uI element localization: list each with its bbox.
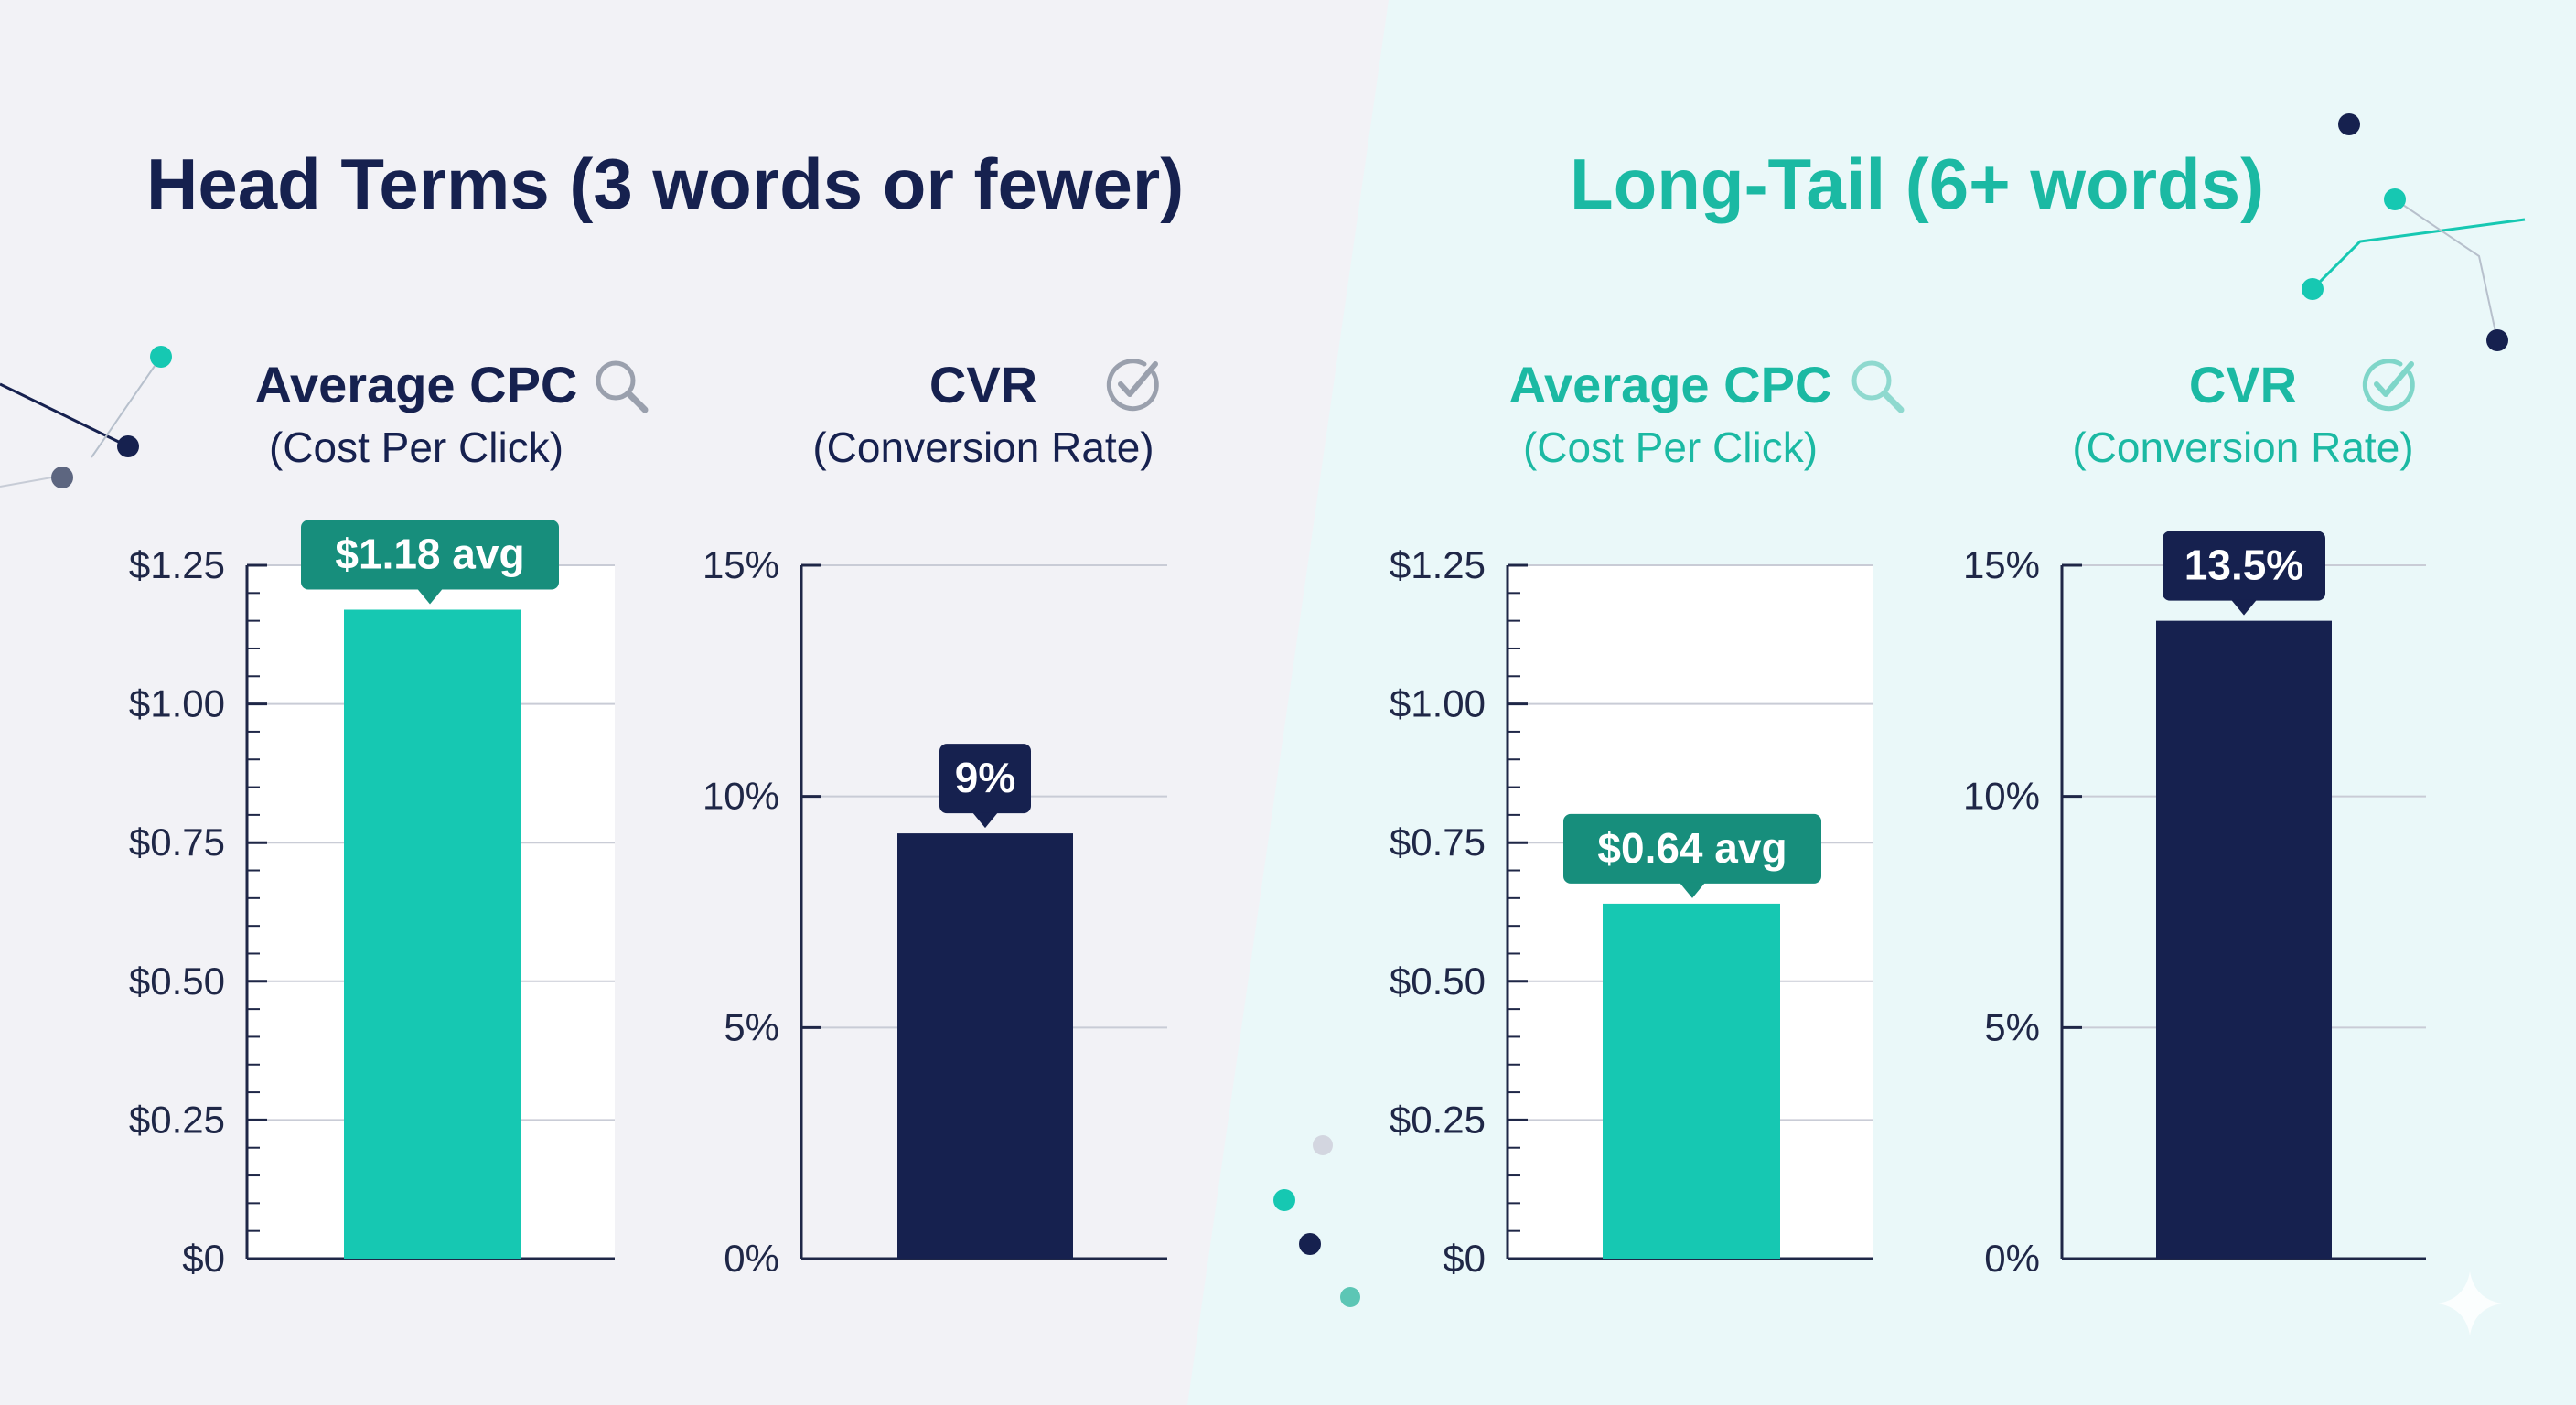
panel-title-head-terms: Head Terms (3 words or fewer): [146, 144, 1184, 224]
data-label-pointer: [1680, 882, 1705, 898]
y-tick-label: 10%: [1963, 775, 2040, 818]
y-tick-label: 15%: [703, 543, 779, 586]
data-label: $0.64 avg: [1563, 813, 1821, 898]
decor-dot: [2384, 188, 2406, 210]
data-label-bg: [301, 520, 559, 590]
y-tick-label: 5%: [724, 1005, 779, 1048]
y-tick-label: $0.75: [1390, 820, 1486, 863]
decor-line: [91, 356, 162, 458]
decor-dot: [2302, 278, 2324, 300]
data-label-bg: [1563, 813, 1821, 884]
decor-dot: [2338, 113, 2360, 135]
icons: [596, 359, 2415, 413]
y-tick-label: $1.00: [1390, 682, 1486, 725]
data-label-pointer: [972, 812, 998, 829]
y-tick-label: $0.50: [1390, 960, 1486, 1003]
bar-chart: 0% 5% 10% 15% 9%: [703, 543, 1167, 1280]
decor-line: [2394, 198, 2498, 341]
chart-label-main: Average CPC: [255, 356, 578, 413]
data-label: 13.5%: [2163, 531, 2325, 616]
data-label-text: $0.64 avg: [1597, 824, 1787, 872]
y-tick-label: $0: [1443, 1237, 1486, 1280]
chart-label-main: CVR: [929, 356, 1037, 413]
chart-label-main: Average CPC: [1509, 356, 1832, 413]
decor-dot: [117, 435, 139, 457]
bar: [344, 609, 521, 1259]
decor-dot: [51, 467, 73, 488]
bar: [1603, 903, 1780, 1259]
check-circle-icon: [1106, 359, 1159, 412]
y-tick-label: 0%: [724, 1237, 779, 1280]
data-label-bg: [2163, 531, 2325, 601]
chart-label-sub: (Cost Per Click): [1523, 424, 1818, 471]
decor-dot: [2486, 329, 2508, 351]
y-tick-label: 15%: [1963, 543, 2040, 586]
check-circle-icon: [2362, 359, 2415, 412]
bar-chart: $0 $0.25 $0.50 $0.75 $1.00 $1.25 $0.64 avg: [1390, 543, 1873, 1280]
bar: [897, 833, 1073, 1259]
search-icon: [1852, 360, 1905, 413]
decor-dot: [150, 346, 172, 368]
y-tick-label: $0.25: [129, 1098, 225, 1141]
panels: Head Terms (3 words or fewer) Long-Tail …: [146, 144, 2414, 471]
y-tick-label: $1.00: [129, 682, 225, 725]
data-label-text: 13.5%: [2184, 542, 2303, 589]
y-tick-label: 10%: [703, 775, 779, 818]
y-tick-label: $0.75: [129, 820, 225, 863]
chart-label-main: CVR: [2189, 356, 2297, 413]
sparkle-icon: [2438, 1271, 2502, 1335]
chart-label-sub: (Conversion Rate): [2072, 424, 2413, 471]
y-tick-label: 5%: [1984, 1005, 2040, 1048]
y-tick-label: $0.50: [129, 960, 225, 1003]
bar-chart: 0% 5% 10% 15% 13.5%: [1963, 531, 2426, 1280]
data-label-text: $1.18 avg: [335, 531, 524, 578]
y-tick-label: $1.25: [129, 543, 225, 586]
y-tick-label: 0%: [1984, 1237, 2040, 1280]
decor-dot: [1299, 1233, 1321, 1255]
data-label: 9%: [939, 744, 1031, 829]
data-label-bg: [939, 744, 1031, 814]
charts: $0 $0.25 $0.50 $0.75 $1.00 $1.25 $1.18 avg 0% 5%…: [129, 520, 2426, 1280]
y-tick-label: $0: [182, 1237, 225, 1280]
chart-label-sub: (Conversion Rate): [812, 424, 1154, 471]
data-label-pointer: [2231, 599, 2257, 616]
search-icon: [596, 360, 649, 413]
data-label-text: 9%: [955, 754, 1015, 801]
chart-label-sub: (Cost Per Click): [269, 424, 564, 471]
decor-line: [2311, 218, 2526, 291]
decor-dot: [1273, 1189, 1295, 1211]
panel-title-long-tail: Long-Tail (6+ words): [1570, 144, 2264, 224]
y-tick-label: $1.25: [1390, 543, 1486, 586]
data-label: $1.18 avg: [301, 520, 559, 605]
decorations: [0, 113, 2526, 1335]
data-label-pointer: [417, 588, 443, 605]
bar: [2156, 620, 2332, 1259]
y-tick-label: $0.25: [1390, 1098, 1486, 1141]
decor-dot: [1313, 1135, 1333, 1155]
bar-chart: $0 $0.25 $0.50 $0.75 $1.00 $1.25 $1.18 avg: [129, 520, 615, 1280]
decor-dot: [1340, 1287, 1360, 1307]
